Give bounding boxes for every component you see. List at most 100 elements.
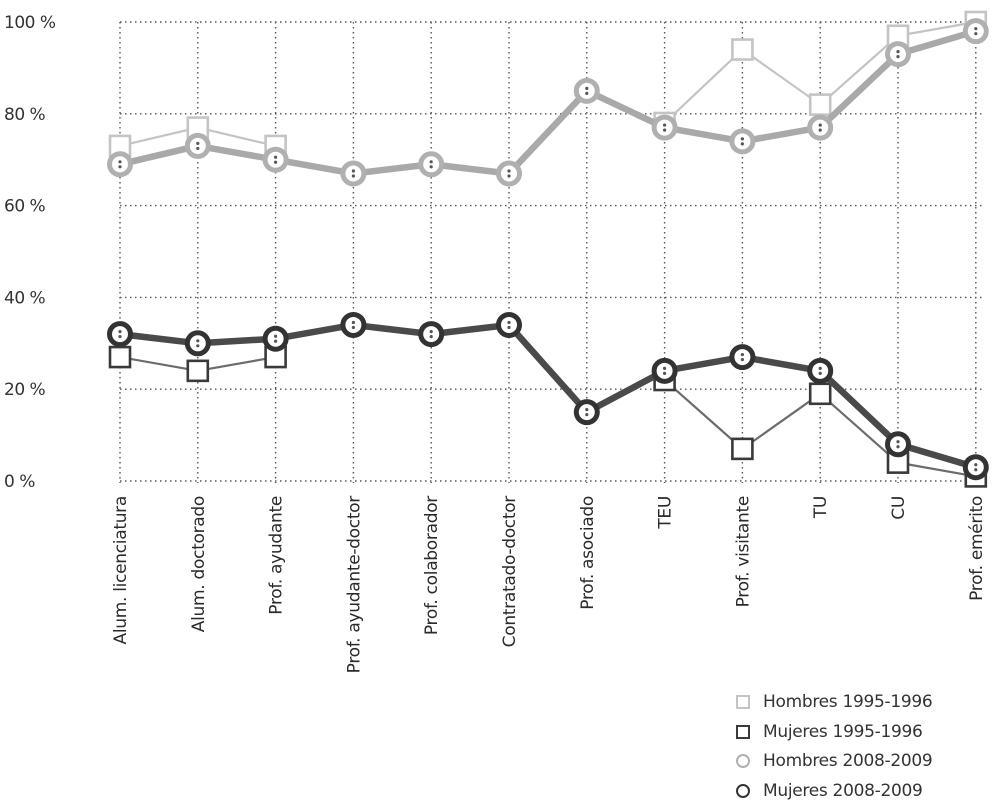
x-tick-label: TEU (656, 496, 676, 530)
data-point-dot (274, 339, 278, 343)
data-point-dot (429, 335, 433, 339)
legend-square-marker (736, 724, 750, 739)
x-axis-ticks: Alum. licenciatura Alum. doctorado Prof. a… (111, 496, 987, 674)
legend: Hombres 1995-1996 Mujeres 1995-1996 Homb… (736, 691, 986, 809)
data-point-circle (885, 431, 911, 458)
x-tick-label: Prof. visitante (733, 496, 753, 607)
data-point-dot (818, 123, 822, 127)
x-tick-label: CU (889, 496, 909, 520)
data-point-circle (651, 114, 678, 141)
legend-square-marker (736, 695, 750, 709)
legend-item: Hombres 2008-2009 (736, 750, 986, 780)
x-tick-label: Contratado-doctor (500, 496, 520, 648)
data-point-dot (896, 50, 900, 54)
y-tick-label: 40 % (4, 288, 46, 308)
data-point-dot (818, 371, 822, 375)
data-point-dot (896, 440, 900, 444)
data-point-circle (496, 311, 522, 338)
data-point-circle (573, 399, 600, 426)
data-point-dot (118, 160, 122, 164)
data-point-dot (118, 330, 122, 334)
x-tick-label: Prof. colaborador (422, 496, 442, 635)
legend-circle-marker (736, 783, 750, 798)
data-point-circle (496, 160, 522, 187)
data-point-dot (351, 325, 355, 330)
data-point-dot (196, 339, 200, 343)
data-point-dot (351, 174, 355, 178)
x-tick-label: TU (811, 496, 831, 519)
data-point-dot (196, 146, 200, 151)
y-tick-label: 0 % (4, 472, 35, 492)
data-point-dot (274, 155, 278, 159)
data-point-circle (340, 311, 367, 338)
data-point-circle (573, 77, 600, 104)
data-point-dot (118, 165, 122, 169)
x-tick-label: Prof. ayudante-doctor (344, 496, 364, 674)
data-point-square (186, 359, 210, 383)
data-point-dot (896, 445, 900, 449)
data-point-dot (429, 160, 433, 164)
data-point-dot (663, 123, 667, 127)
x-tick-label: Prof. emérito (967, 496, 987, 601)
data-point-circle (262, 146, 289, 173)
data-point-circle (340, 160, 367, 187)
y-axis-ticks: 0 % 20 % 40 % 60 % 80 % 100 % (4, 13, 56, 492)
data-point-dot (429, 165, 433, 169)
data-point-dot (974, 27, 978, 31)
data-point-dot (663, 371, 667, 375)
data-point-circle (807, 357, 834, 384)
x-tick-label: Prof. asociado (578, 496, 598, 610)
legend-item: Hombres 1995-1996 (736, 691, 986, 721)
y-tick-label: 100 % (4, 13, 56, 33)
data-point-dot (585, 91, 589, 95)
data-point-dot (118, 335, 122, 339)
data-point-dot (507, 174, 511, 178)
data-point-dot (507, 169, 511, 173)
x-tick-label: Alum. doctorado (189, 496, 209, 632)
data-point-dot (351, 320, 355, 325)
data-point-dot (974, 468, 978, 472)
data-point-dot (585, 86, 589, 90)
data-point-dot (507, 320, 511, 325)
series-line (119, 28, 977, 177)
legend-label: Mujeres 2008-2009 (763, 780, 923, 801)
legend-label: Hombres 2008-2009 (763, 751, 933, 771)
legend-item: Mujeres 1995-1996 (736, 721, 986, 751)
data-point-dot (351, 169, 355, 173)
data-point-dot (740, 142, 745, 146)
data-point-circle (107, 151, 133, 178)
data-point-dot (196, 141, 200, 146)
legend-label: Mujeres 1995-1996 (763, 721, 923, 742)
data-point-dot (818, 128, 822, 132)
y-tick-label: 20 % (4, 380, 46, 400)
data-point-dot (274, 160, 278, 164)
data-point-dot (974, 463, 978, 467)
data-point-circle (262, 325, 289, 352)
data-point-dot (585, 413, 589, 417)
data-point-circle (184, 132, 211, 159)
legend-label: Hombres 1995-1996 (763, 692, 933, 712)
series-group (107, 10, 989, 488)
series-2 (107, 18, 989, 187)
data-point-square (731, 38, 754, 61)
data-point-dot (740, 137, 745, 141)
data-point-dot (429, 330, 433, 334)
data-point-square (808, 382, 832, 406)
data-point-circle (418, 151, 445, 178)
data-point-dot (974, 32, 978, 36)
x-tick-label: Alum. licenciatura (111, 496, 131, 644)
data-point-square (731, 437, 754, 461)
data-point-dot (740, 357, 745, 362)
data-point-circle (962, 18, 989, 45)
legend-item: Mujeres 2008-2009 (736, 780, 986, 810)
data-point-dot (585, 408, 589, 412)
data-point-dot (896, 55, 900, 59)
data-point-circle (418, 321, 445, 348)
grid (119, 21, 985, 483)
y-tick-label: 80 % (4, 105, 46, 125)
data-point-circle (107, 321, 133, 348)
data-point-circle (807, 114, 834, 141)
data-point-circle (729, 128, 756, 155)
data-point-square (108, 345, 132, 369)
